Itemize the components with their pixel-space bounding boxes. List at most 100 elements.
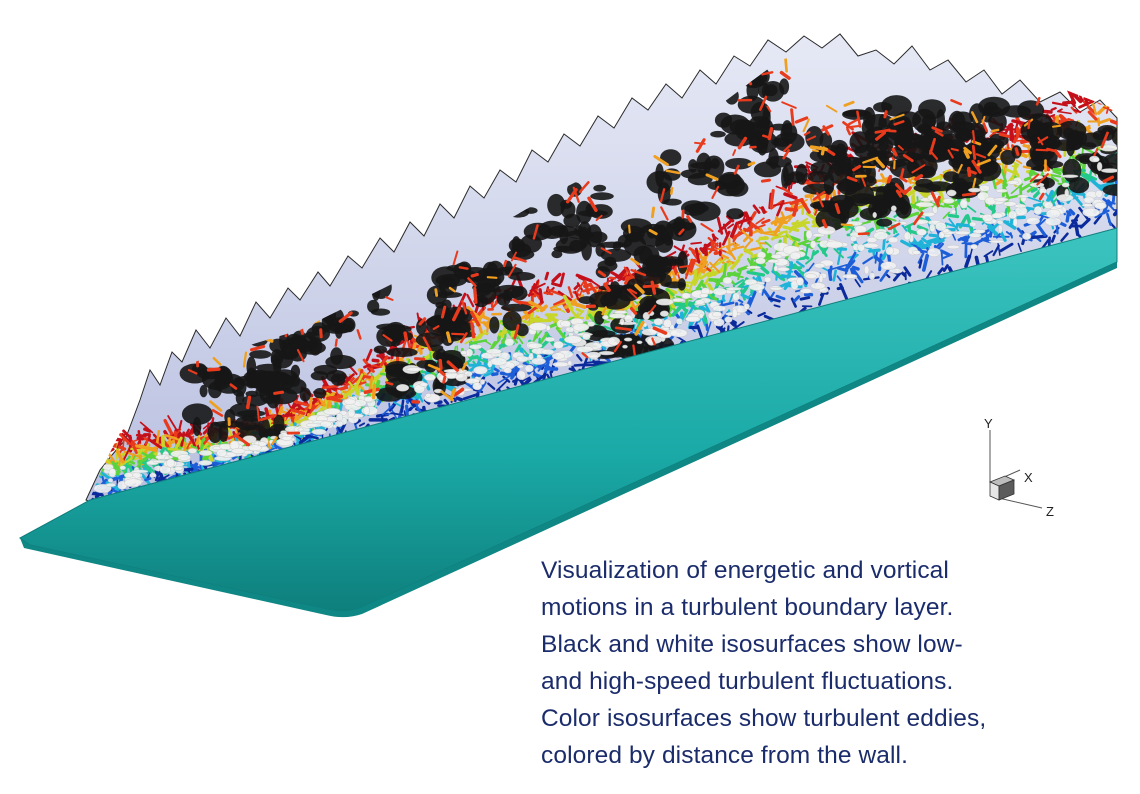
eddy-stroke [1015, 159, 1023, 165]
high-speed-blob [598, 351, 615, 356]
eddy-stroke [806, 135, 817, 141]
high-speed-blob [959, 199, 968, 209]
eddy-stroke [1079, 217, 1091, 229]
eddy-stroke [1072, 194, 1085, 208]
eddy-stroke [1100, 131, 1109, 149]
eddy-stroke [470, 272, 479, 278]
eddy-stroke [559, 272, 565, 287]
low-speed-blob [657, 182, 671, 205]
eddy-stroke [992, 244, 1000, 257]
eddy-stroke [1106, 212, 1112, 226]
eddy-stroke [1106, 65, 1111, 83]
eddy-stroke [767, 127, 774, 141]
eddy-stroke [363, 387, 380, 395]
high-speed-blob [984, 196, 997, 206]
eddy-stroke [725, 245, 736, 261]
eddy-stroke [650, 280, 657, 295]
eddy-stroke [781, 186, 793, 196]
high-speed-blob [675, 318, 683, 325]
eddy-stroke [511, 279, 516, 286]
high-speed-blob [912, 250, 921, 255]
eddy-stroke [514, 344, 522, 354]
high-speed-blob [942, 198, 955, 204]
low-speed-blob [415, 332, 445, 348]
eddy-stroke [1011, 119, 1028, 126]
high-speed-blob [991, 212, 1004, 219]
eddy-stroke [688, 278, 695, 292]
low-speed-blob [416, 319, 427, 335]
eddy-stroke [616, 266, 629, 280]
eddy-stroke [987, 144, 998, 157]
eddy-stroke [90, 469, 98, 478]
high-speed-blob [231, 448, 246, 454]
eddy-stroke [90, 454, 94, 462]
eddy-stroke [999, 242, 1014, 253]
eddy-stroke [603, 282, 611, 292]
eddy-stroke [458, 266, 469, 270]
eddy-stroke [966, 166, 972, 177]
eddy-stroke [732, 244, 740, 247]
low-speed-blob [835, 143, 847, 156]
high-speed-blob [850, 235, 858, 242]
eddy-stroke [375, 379, 381, 390]
eddy-stroke [875, 157, 885, 169]
eddy-stroke [1038, 192, 1045, 201]
high-speed-blob [1061, 174, 1079, 178]
low-speed-blob [598, 241, 627, 248]
eddy-stroke [144, 437, 149, 446]
low-speed-blob [753, 161, 782, 178]
low-speed-blob [235, 390, 245, 405]
high-speed-blob [473, 366, 488, 375]
high-speed-blob [805, 273, 817, 279]
low-speed-blob [524, 207, 538, 214]
eddy-stroke [168, 438, 172, 448]
eddy-stroke [1004, 197, 1012, 216]
high-speed-blob [567, 360, 573, 366]
eddy-stroke [427, 363, 441, 371]
high-speed-blob [336, 413, 343, 422]
eddy-stroke [287, 402, 292, 409]
eddy-stroke [1114, 99, 1117, 111]
eddy-stroke [720, 327, 726, 333]
eddy-stroke [264, 407, 270, 419]
eddy-stroke [532, 224, 539, 240]
eddy-stroke [623, 266, 634, 279]
eddy-stroke [529, 317, 540, 323]
eddy-stroke [572, 186, 580, 203]
low-speed-blob [972, 129, 986, 145]
eddy-stroke [889, 113, 905, 121]
eddy-stroke [1091, 89, 1100, 95]
eddy-stroke [939, 249, 951, 257]
low-speed-blob [802, 183, 834, 195]
eddy-stroke [356, 329, 362, 340]
high-speed-blob [173, 466, 184, 471]
eddy-stroke [497, 373, 513, 384]
eddy-stroke [446, 331, 452, 343]
eddy-stroke [713, 235, 719, 240]
eddy-stroke [681, 209, 685, 219]
eddy-stroke [583, 280, 590, 295]
eddy-stroke [573, 294, 585, 301]
eddy-stroke [570, 301, 587, 309]
eddy-stroke [862, 156, 879, 164]
low-speed-blob [664, 237, 673, 246]
high-speed-blob [406, 367, 423, 372]
low-speed-blob [707, 181, 729, 191]
eddy-stroke [703, 243, 708, 257]
eddy-stroke [1014, 147, 1020, 156]
eddy-stroke [678, 228, 685, 236]
eddy-stroke [911, 164, 926, 174]
eddy-stroke [893, 120, 905, 126]
eddy-stroke [747, 288, 757, 299]
eddy-stroke [705, 173, 719, 181]
eddy-stroke [995, 179, 1003, 186]
eddy-stroke [886, 174, 893, 184]
eddy-stroke [144, 477, 152, 482]
high-speed-blob [814, 263, 826, 269]
low-speed-blob [761, 81, 785, 102]
low-speed-blob [555, 237, 586, 254]
eddy-stroke [528, 300, 546, 312]
eddy-stroke [1090, 78, 1100, 97]
eddy-stroke [1068, 208, 1076, 216]
eddy-stroke [334, 338, 338, 347]
